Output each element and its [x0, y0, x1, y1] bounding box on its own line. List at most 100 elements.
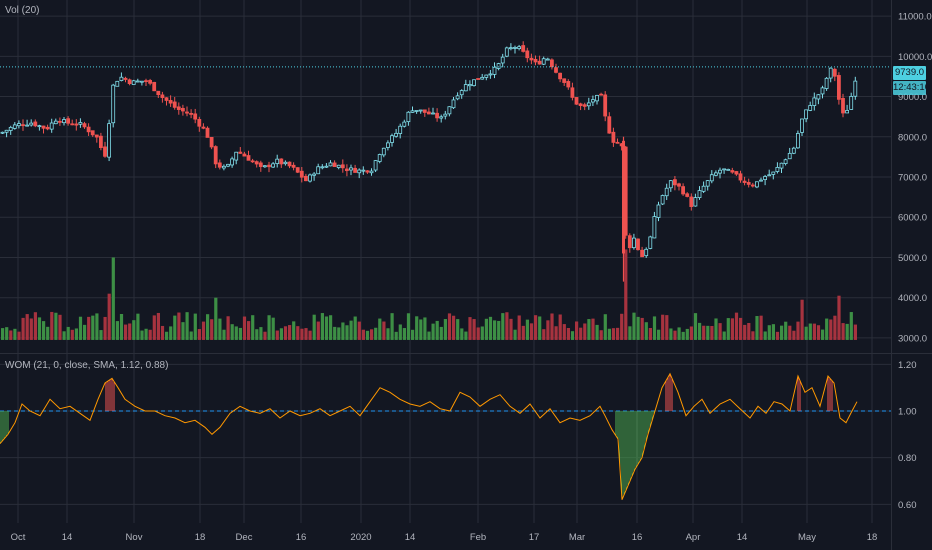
- volume-bar: [66, 326, 70, 340]
- volume-bar: [575, 321, 579, 340]
- candle-body: [402, 121, 407, 127]
- volume-bar: [103, 316, 107, 340]
- volume-bar: [316, 321, 320, 340]
- volume-bar: [579, 327, 583, 340]
- volume-bar: [390, 313, 394, 340]
- volume-bar: [771, 324, 775, 340]
- candle-body: [820, 87, 825, 95]
- price-axis[interactable]: 11000.0 10000.0 9000.0 8000.0 7000.0 6000.0 50…: [898, 12, 932, 511]
- candle-body: [513, 47, 517, 49]
- candle-body: [521, 45, 526, 52]
- candle-body: [152, 81, 157, 92]
- candle-body: [476, 78, 481, 80]
- candle-body: [562, 78, 567, 83]
- volume-bar: [279, 328, 283, 340]
- candle-body: [41, 125, 46, 129]
- time-tick-label: 17: [529, 532, 540, 543]
- time-tick-label: Nov: [126, 532, 143, 543]
- candle-body: [615, 141, 620, 144]
- volume-bar: [201, 321, 206, 340]
- volume-bar: [480, 326, 484, 340]
- volume-bar: [472, 319, 476, 340]
- volume-bar: [255, 329, 259, 340]
- volume-bar: [148, 329, 152, 340]
- volume-bar: [751, 331, 755, 340]
- candle-body: [361, 169, 366, 172]
- volume-bar: [833, 315, 837, 340]
- candle-body: [283, 161, 288, 165]
- volume-bar: [58, 314, 62, 340]
- volume-bar: [611, 328, 616, 340]
- volume-bar: [21, 317, 25, 340]
- volume-bar: [595, 324, 599, 340]
- candle-body: [771, 171, 776, 175]
- volume-bar: [320, 313, 324, 340]
- volume-bar: [849, 312, 853, 340]
- volume-bar: [17, 331, 21, 340]
- volume-bar: [78, 316, 83, 340]
- candle-body: [595, 94, 599, 102]
- candle-body: [205, 127, 210, 138]
- volume-bar: [206, 314, 210, 340]
- wom-indicator-label[interactable]: WOM (21, 0, close, SMA, 1.12, 0.88): [5, 360, 169, 371]
- candle-body: [156, 90, 161, 96]
- time-axis[interactable]: Oct 14 Nov 18 Dec 16 2020 14 Feb 17 Mar 16 Apr 14 May 1…: [11, 532, 878, 543]
- volume-bar: [763, 331, 767, 340]
- candle-body: [673, 179, 677, 186]
- volume-bar: [460, 328, 464, 340]
- volume-bar: [365, 330, 370, 340]
- time-tick-label: 16: [296, 532, 307, 543]
- volume-bar: [628, 326, 632, 340]
- time-tick-label: 18: [195, 532, 206, 543]
- candle-body: [99, 135, 103, 149]
- volume-bar: [349, 320, 353, 340]
- volume-bar: [259, 327, 263, 340]
- candle-body: [119, 76, 124, 81]
- candle-body: [426, 111, 431, 115]
- candle-body: [550, 59, 554, 68]
- candle-body: [800, 118, 804, 133]
- candle-body: [312, 173, 317, 176]
- candle-body: [78, 122, 83, 125]
- volume-bar: [115, 321, 119, 340]
- time-tick-label: Apr: [686, 532, 701, 543]
- volume-indicator-label[interactable]: Vol (20): [5, 5, 40, 16]
- volume-bar: [1, 328, 5, 340]
- volume-bar: [411, 329, 415, 340]
- volume-bar: [452, 315, 456, 340]
- volume-bar: [128, 323, 132, 340]
- volume-bar: [542, 329, 546, 340]
- volume-bar: [525, 319, 529, 340]
- candle-body: [172, 101, 177, 108]
- wom-indicator: [0, 372, 891, 500]
- volume-bar: [95, 313, 99, 340]
- candle-body: [21, 124, 25, 127]
- volume-bar: [210, 319, 214, 340]
- candle-body: [238, 151, 243, 154]
- candle-body: [299, 170, 304, 178]
- candle-body: [74, 123, 79, 126]
- volume-bar: [33, 312, 37, 340]
- volume-bar: [296, 326, 300, 340]
- candle-body: [591, 99, 595, 103]
- candle-body: [644, 248, 649, 257]
- volume-bar: [242, 316, 247, 340]
- volume-bar: [665, 315, 669, 340]
- volume-bar: [788, 325, 792, 340]
- volume-bar: [333, 326, 337, 340]
- candle-body: [45, 126, 50, 130]
- volume-bar: [74, 328, 78, 340]
- volume-bar: [87, 316, 91, 340]
- candle-body: [303, 175, 308, 182]
- volume-bar: [550, 313, 554, 340]
- volume-bar: [345, 325, 349, 340]
- volume-bar: [681, 331, 685, 340]
- candle-body: [336, 164, 341, 168]
- volume-bar: [497, 320, 501, 340]
- candle-body: [607, 116, 612, 134]
- candle-body: [349, 167, 353, 171]
- candle-body: [783, 159, 788, 164]
- candle-body: [451, 99, 456, 109]
- time-tick-label: 14: [405, 532, 416, 543]
